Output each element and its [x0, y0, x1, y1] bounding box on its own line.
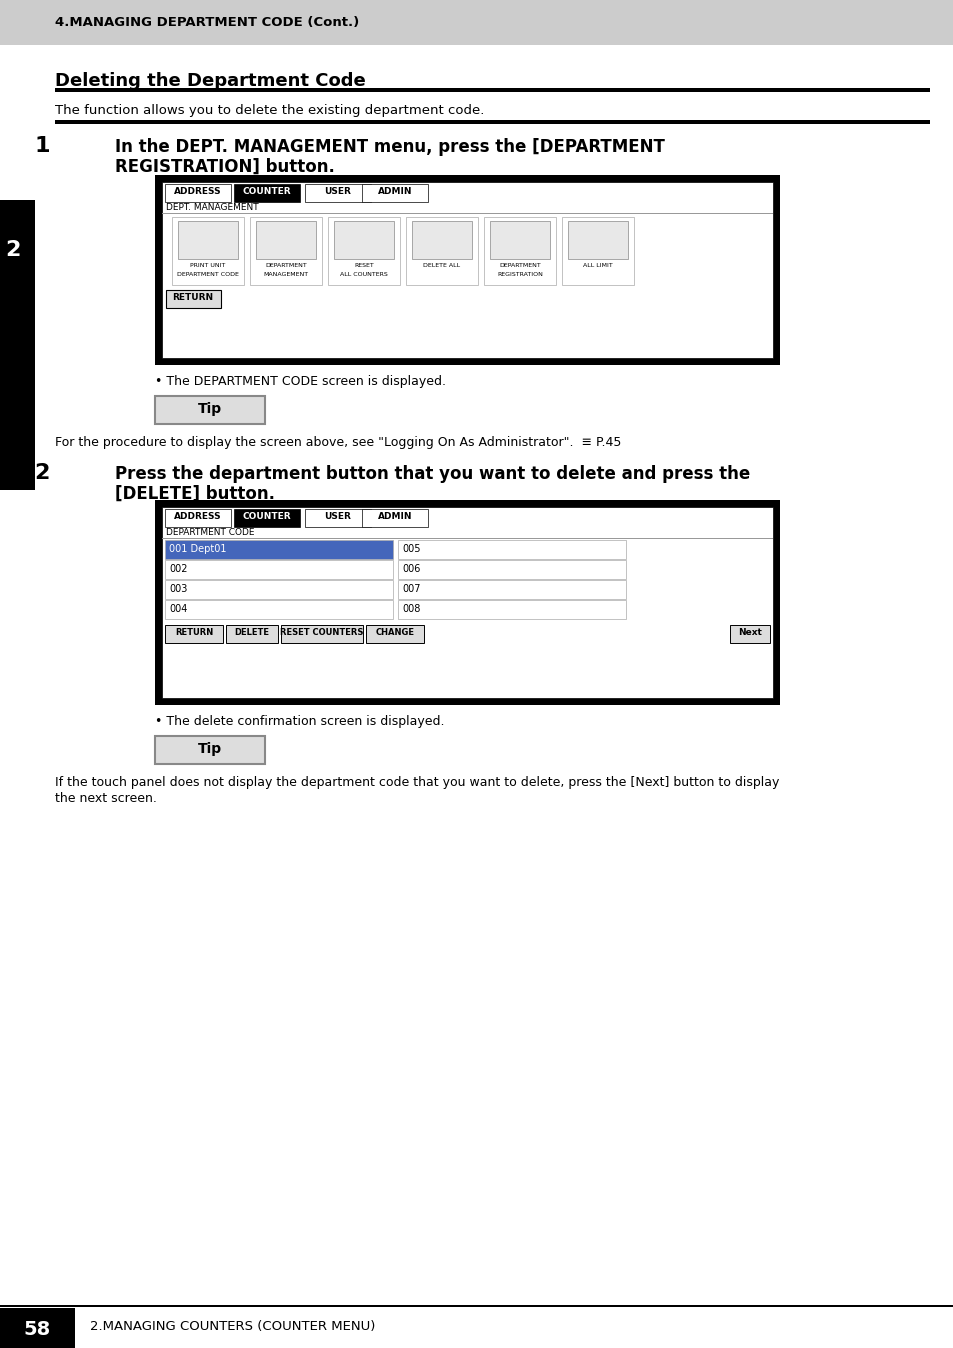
Bar [366, 625, 423, 643]
Text: DEPARTMENT CODE: DEPARTMENT CODE [177, 272, 238, 276]
Text: ADMIN: ADMIN [377, 512, 412, 520]
Bar [226, 625, 277, 643]
Bar [412, 221, 472, 259]
Text: Deleting the Department Code: Deleting the Department Code [55, 71, 365, 90]
Bar [361, 183, 428, 202]
Text: 005: 005 [401, 545, 420, 554]
Text: ADDRESS: ADDRESS [174, 512, 222, 520]
Text: 003: 003 [169, 584, 187, 594]
Text: • The delete confirmation screen is displayed.: • The delete confirmation screen is disp… [154, 714, 444, 728]
Text: DEPARTMENT: DEPARTMENT [498, 263, 540, 268]
Bar [178, 221, 237, 259]
Text: RESET: RESET [354, 263, 374, 268]
Text: [DELETE] button.: [DELETE] button. [115, 485, 274, 503]
Text: If the touch panel does not display the department code that you want to delete,: If the touch panel does not display the … [55, 776, 779, 789]
Bar [154, 175, 780, 365]
Text: 2.MANAGING COUNTERS (COUNTER MENU): 2.MANAGING COUNTERS (COUNTER MENU) [90, 1320, 375, 1333]
Bar [729, 625, 769, 643]
Bar [165, 183, 231, 202]
Text: RESET COUNTERS: RESET COUNTERS [280, 628, 363, 638]
Bar [55, 120, 929, 124]
Bar [165, 510, 231, 527]
Bar [162, 182, 772, 359]
Text: Tip: Tip [197, 402, 222, 417]
Bar [233, 183, 299, 202]
Text: 008: 008 [401, 604, 420, 613]
Bar [334, 221, 394, 259]
Bar [397, 541, 625, 559]
Bar [406, 217, 477, 284]
Bar [0, 200, 35, 491]
Text: COUNTER: COUNTER [242, 187, 291, 195]
Text: 002: 002 [169, 563, 188, 574]
Bar [397, 600, 625, 619]
Text: DEPT. MANAGEMENT: DEPT. MANAGEMENT [166, 204, 258, 212]
Text: USER: USER [324, 187, 351, 195]
Bar [567, 221, 627, 259]
Text: RETURN: RETURN [172, 293, 213, 302]
Bar [490, 221, 550, 259]
Text: 58: 58 [24, 1320, 51, 1339]
Bar [154, 396, 265, 425]
Bar [0, 0, 953, 44]
Text: The function allows you to delete the existing department code.: The function allows you to delete the ex… [55, 104, 484, 117]
Text: COUNTER: COUNTER [242, 512, 291, 520]
Bar [0, 1305, 953, 1308]
Text: DELETE: DELETE [234, 628, 269, 638]
Text: ADMIN: ADMIN [377, 187, 412, 195]
Bar [165, 559, 393, 580]
Bar [166, 290, 221, 307]
Bar [0, 1308, 75, 1348]
Bar [165, 625, 223, 643]
Text: REGISTRATION: REGISTRATION [497, 272, 542, 276]
Text: CHANGE: CHANGE [375, 628, 414, 638]
Bar [483, 217, 556, 284]
Bar [328, 217, 399, 284]
Text: 004: 004 [169, 604, 187, 613]
Text: 2: 2 [6, 240, 21, 260]
Text: 007: 007 [401, 584, 420, 594]
Bar [165, 541, 393, 559]
Bar [154, 500, 780, 705]
Bar [255, 221, 315, 259]
Text: Tip: Tip [197, 741, 222, 756]
Text: MANAGEMENT: MANAGEMENT [263, 272, 308, 276]
Text: ALL LIMIT: ALL LIMIT [582, 263, 612, 268]
Text: 2: 2 [34, 462, 50, 483]
Bar [305, 510, 371, 527]
Bar [250, 217, 322, 284]
Text: the next screen.: the next screen. [55, 793, 156, 805]
Text: In the DEPT. MANAGEMENT menu, press the [DEPARTMENT: In the DEPT. MANAGEMENT menu, press the … [115, 137, 664, 156]
Bar [162, 507, 772, 698]
Text: ALL COUNTERS: ALL COUNTERS [340, 272, 388, 276]
Bar [165, 600, 393, 619]
Bar [561, 217, 634, 284]
Bar [233, 510, 299, 527]
Text: DELETE ALL: DELETE ALL [423, 263, 460, 268]
Text: PRINT UNIT: PRINT UNIT [190, 263, 226, 268]
Text: REGISTRATION] button.: REGISTRATION] button. [115, 158, 335, 177]
Text: ADDRESS: ADDRESS [174, 187, 222, 195]
Bar [154, 736, 265, 764]
Text: 001 Dept01: 001 Dept01 [169, 545, 226, 554]
Bar [55, 88, 929, 92]
Bar [281, 625, 363, 643]
Text: DEPARTMENT: DEPARTMENT [265, 263, 307, 268]
Text: • The DEPARTMENT CODE screen is displayed.: • The DEPARTMENT CODE screen is displaye… [154, 375, 446, 388]
Bar [397, 580, 625, 599]
Bar [172, 217, 244, 284]
Text: 1: 1 [34, 136, 50, 156]
Text: 4.MANAGING DEPARTMENT CODE (Cont.): 4.MANAGING DEPARTMENT CODE (Cont.) [55, 16, 359, 30]
Text: For the procedure to display the screen above, see "Logging On As Administrator": For the procedure to display the screen … [55, 435, 620, 449]
Text: Press the department button that you want to delete and press the: Press the department button that you wan… [115, 465, 749, 483]
Bar [165, 580, 393, 599]
Text: USER: USER [324, 512, 351, 520]
Text: DEPARTMENT CODE: DEPARTMENT CODE [166, 528, 254, 537]
Bar [361, 510, 428, 527]
Text: 006: 006 [401, 563, 420, 574]
Text: Next: Next [738, 628, 761, 638]
Bar [305, 183, 371, 202]
Bar [397, 559, 625, 580]
Text: RETURN: RETURN [174, 628, 213, 638]
